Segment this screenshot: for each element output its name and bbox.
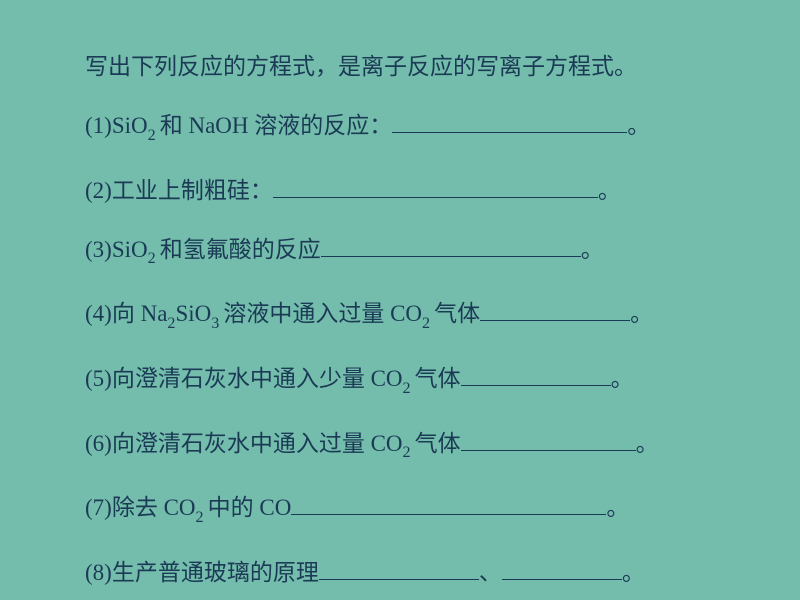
question-line: (5)向澄清石灰水中通入少量 CO2 气体 。 — [85, 367, 720, 396]
question-line: (8)生产普通玻璃的原理 、 。 — [85, 561, 720, 584]
question-text: 除去 CO2 中的 CO — [112, 495, 291, 520]
item-number: (2) — [85, 178, 112, 203]
answer-blank — [319, 572, 479, 580]
item-number: (1) — [85, 113, 112, 138]
question-line: (1)SiO2 和 NaOH 溶液的反应： 。 — [85, 114, 720, 143]
period: 。 — [622, 560, 645, 585]
period: 。 — [598, 178, 621, 203]
answer-blank — [273, 190, 598, 198]
question-line: (4)向 Na2SiO3 溶液中通入过量 CO2 气体 。 — [85, 302, 720, 331]
answer-blank — [461, 378, 611, 386]
answer-blank — [392, 125, 627, 133]
question-text: SiO2 和 NaOH 溶液的反应： — [112, 113, 392, 138]
question-line: (3)SiO2 和氢氟酸的反应 。 — [85, 238, 720, 267]
question-text: 向 Na2SiO3 溶液中通入过量 CO2 气体 — [112, 301, 480, 326]
item-number: (8) — [85, 560, 112, 585]
period: 。 — [627, 113, 650, 138]
question-line: (6)向澄清石灰水中通入过量 CO2 气体 。 — [85, 432, 720, 461]
answer-blank — [461, 443, 636, 451]
item-number: (3) — [85, 237, 112, 262]
period: 。 — [636, 431, 659, 456]
question-text: 生产普通玻璃的原理 — [112, 560, 319, 585]
period: 。 — [611, 366, 634, 391]
document-body: 写出下列反应的方程式，是离子反应的写离子方程式。 (1)SiO2 和 NaOH 溶… — [0, 0, 800, 600]
item-number: (4) — [85, 301, 112, 326]
period: 。 — [581, 237, 604, 262]
item-number: (7) — [85, 495, 112, 520]
question-text: 向澄清石灰水中通入过量 CO2 气体 — [112, 431, 461, 456]
question-line: (7)除去 CO2 中的 CO 。 — [85, 496, 720, 525]
question-text: SiO2 和氢氟酸的反应 — [112, 237, 321, 262]
period: 。 — [630, 301, 653, 326]
answer-blank — [291, 507, 606, 515]
separator: 、 — [479, 560, 502, 585]
question-text: 工业上制粗硅： — [112, 178, 273, 203]
item-number: (6) — [85, 431, 112, 456]
heading: 写出下列反应的方程式，是离子反应的写离子方程式。 — [85, 55, 720, 78]
answer-blank — [480, 313, 630, 321]
answer-blank — [502, 572, 622, 580]
question-text: 向澄清石灰水中通入少量 CO2 气体 — [112, 366, 461, 391]
question-line: (2)工业上制粗硅： 。 — [85, 179, 720, 202]
period: 。 — [606, 495, 629, 520]
answer-blank — [321, 249, 581, 257]
item-number: (5) — [85, 366, 112, 391]
